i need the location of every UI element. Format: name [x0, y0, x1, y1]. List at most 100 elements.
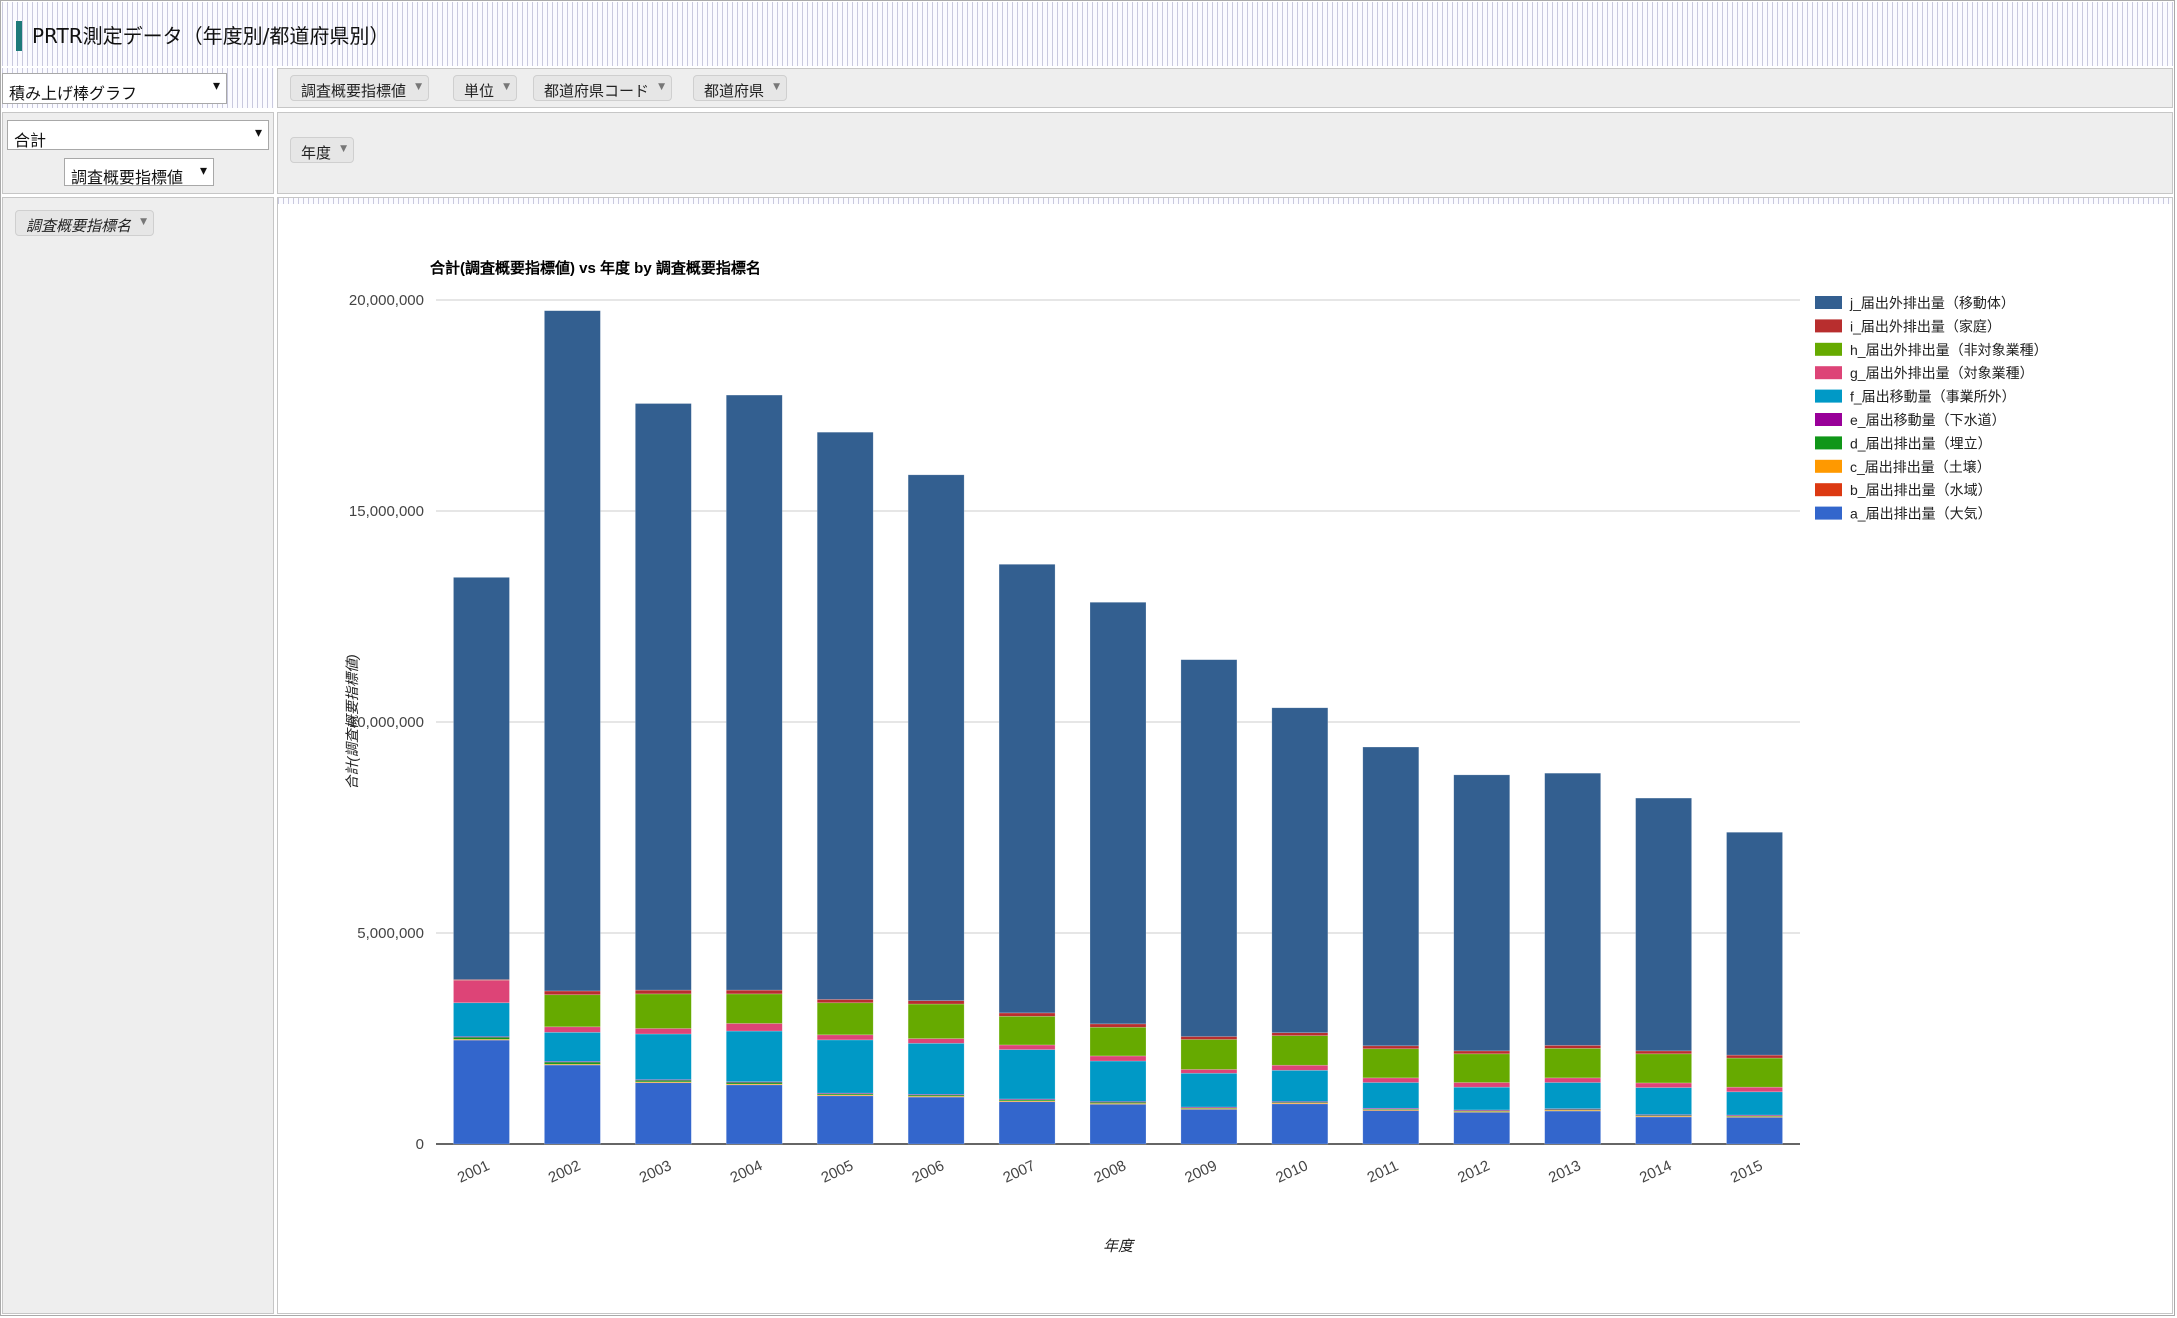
- chart-top-stripe: [278, 198, 2172, 204]
- row-fields-area[interactable]: 年度 ▼: [277, 112, 2173, 194]
- stacked-bar-chart: 合計(調査概要指標値) vs 年度 by 調査概要指標名 0 5,000,000 10…: [344, 259, 2048, 1255]
- bar-segment-g: [907, 1038, 965, 1044]
- bar-segment-a: [544, 1064, 601, 1145]
- bar-segment-a: [1544, 1110, 1601, 1145]
- x-tick-label: 2008: [1091, 1157, 1128, 1187]
- renderer-select[interactable]: 積み上げ棒グラフ ▾: [2, 73, 227, 104]
- x-tick-label: 2010: [1273, 1157, 1310, 1187]
- bar-segment-g: [544, 1026, 601, 1033]
- legend-swatch-e: [1815, 413, 1842, 426]
- bar-segment-i: [725, 989, 783, 995]
- legend-swatch-d: [1815, 436, 1842, 450]
- bar-segment-i: [1726, 1054, 1783, 1059]
- bar-segment-a: [907, 1096, 965, 1145]
- y-tick-label: 5,000,000: [357, 925, 424, 942]
- bar-segment-a: [1089, 1103, 1147, 1145]
- y-tick-label: 10,000,000: [349, 714, 424, 731]
- y-tick-label: 0: [416, 1136, 424, 1153]
- bar-segment-f: [907, 1042, 965, 1095]
- chart-output-area: 合計(調査概要指標値) vs 年度 by 調査概要指標名 0 5,000,000 10…: [277, 197, 2173, 1314]
- bar-segment-g: [725, 1023, 783, 1032]
- bar-segment-f: [725, 1030, 783, 1082]
- unused-fields-area[interactable]: 調査概要指標名 ▼: [2, 197, 274, 1314]
- bar-segment-i: [1271, 1032, 1329, 1036]
- bar-segment-h: [998, 1015, 1056, 1046]
- x-tick-label: 2001: [455, 1157, 492, 1187]
- filter-triangle-icon[interactable]: ▼: [773, 82, 781, 92]
- bar-segment-a: [725, 1084, 783, 1145]
- bar-segment-j: [907, 474, 965, 1001]
- field-pill-label: 都道府県コード: [544, 82, 650, 100]
- field-pill-indicator-name[interactable]: 調査概要指標名 ▼: [15, 210, 155, 236]
- bar-segment-a: [1635, 1116, 1692, 1145]
- bar-segment-i: [1089, 1023, 1147, 1028]
- bar-segment-a: [1362, 1109, 1420, 1145]
- bar-segment-i: [816, 999, 874, 1004]
- bar-segment-j: [453, 577, 510, 980]
- bar-segment-f: [998, 1049, 1056, 1100]
- x-tick-label: 2013: [1546, 1157, 1583, 1187]
- bar-segment-i: [1362, 1045, 1420, 1050]
- bar-segment-h: [1089, 1026, 1147, 1057]
- title-accent: [16, 21, 22, 51]
- filter-triangle-icon[interactable]: ▼: [140, 217, 148, 227]
- x-tick-label: 2005: [819, 1157, 856, 1187]
- y-axis-label: 合計(調査概要指標値): [344, 654, 360, 789]
- filter-triangle-icon[interactable]: ▼: [340, 144, 348, 154]
- aggregator-select[interactable]: 合計 ▾: [7, 120, 269, 150]
- legend-entry-label: c_届出排出量（土壌）: [1850, 459, 1991, 475]
- field-pill-unit[interactable]: 単位 ▼: [453, 75, 518, 101]
- filter-triangle-icon[interactable]: ▼: [503, 82, 511, 92]
- aggregator-cell: 合計 ▾ 調査概要指標値 ▾: [2, 112, 274, 194]
- bar-segment-i: [544, 990, 601, 996]
- bar-segment-j: [1544, 772, 1601, 1046]
- x-axis-label: 年度: [1103, 1238, 1135, 1255]
- bar-segment-g: [1453, 1082, 1511, 1088]
- x-tick-label: 2004: [728, 1157, 765, 1187]
- bar-segment-c: [816, 1094, 874, 1097]
- x-tick-label: 2015: [1728, 1157, 1765, 1187]
- bar-segment-g: [1089, 1055, 1147, 1062]
- bar-segment-g: [635, 1028, 692, 1035]
- x-tick-label: 2007: [1000, 1157, 1037, 1187]
- aggregator-attribute-select[interactable]: 調査概要指標値 ▾: [64, 158, 214, 186]
- legend-entry-label: h_届出外排出量（非対象業種）: [1850, 342, 2048, 358]
- field-pill-label: 調査概要指標名: [26, 217, 132, 235]
- field-pill-indicator-value[interactable]: 調査概要指標値 ▼: [290, 75, 430, 101]
- bar-segment-c: [1089, 1103, 1147, 1105]
- bar-segment-h: [1453, 1053, 1511, 1083]
- bar-segment-g: [1271, 1064, 1329, 1071]
- aggregator-attribute-value: 調査概要指標値: [71, 168, 184, 186]
- bar-segment-j: [1453, 774, 1511, 1052]
- field-pill-label: 単位: [464, 82, 495, 100]
- bar-segment-h: [1271, 1035, 1329, 1066]
- legend-swatch-g: [1815, 366, 1842, 380]
- legend-entry-label: g_届出外排出量（対象業種）: [1850, 365, 2034, 381]
- bar-segment-a: [1180, 1108, 1238, 1145]
- field-pill-year[interactable]: 年度 ▼: [290, 137, 355, 163]
- column-fields-area[interactable]: 調査概要指標値 ▼ 単位 ▼ 都道府県コード ▼ 都道府県 ▼: [277, 68, 2173, 108]
- bar-segment-f: [1544, 1082, 1601, 1109]
- legend-swatch-h: [1815, 342, 1842, 356]
- bar-segment-g: [998, 1044, 1056, 1050]
- bar-segment-g: [1180, 1069, 1238, 1074]
- bar-segment-h: [1726, 1057, 1783, 1088]
- filter-triangle-icon[interactable]: ▼: [415, 82, 423, 92]
- field-pill-prefecture[interactable]: 都道府県 ▼: [693, 75, 788, 101]
- bar-segment-h: [1180, 1039, 1238, 1070]
- field-pill-prefecture-code[interactable]: 都道府県コード ▼: [533, 75, 673, 101]
- filter-triangle-icon[interactable]: ▼: [658, 82, 666, 92]
- legend-entry-label: a_届出排出量（大気）: [1850, 506, 1992, 522]
- bar-segment-a: [1453, 1111, 1511, 1145]
- bar-segment-i: [907, 1000, 965, 1005]
- bar-segment-i: [1453, 1050, 1511, 1055]
- bar-segment-f: [544, 1031, 601, 1062]
- bar-segment-a: [1726, 1116, 1783, 1145]
- bar-segment-j: [1271, 707, 1329, 1034]
- chart-title: 合計(調査概要指標値) vs 年度 by 調査概要指標名: [429, 259, 761, 277]
- bar-segment-i: [1544, 1045, 1601, 1049]
- legend-entry-label: d_届出排出量（埋立）: [1850, 435, 1992, 451]
- bar-segment-g: [1544, 1077, 1601, 1083]
- bar-segment-i: [1180, 1036, 1238, 1040]
